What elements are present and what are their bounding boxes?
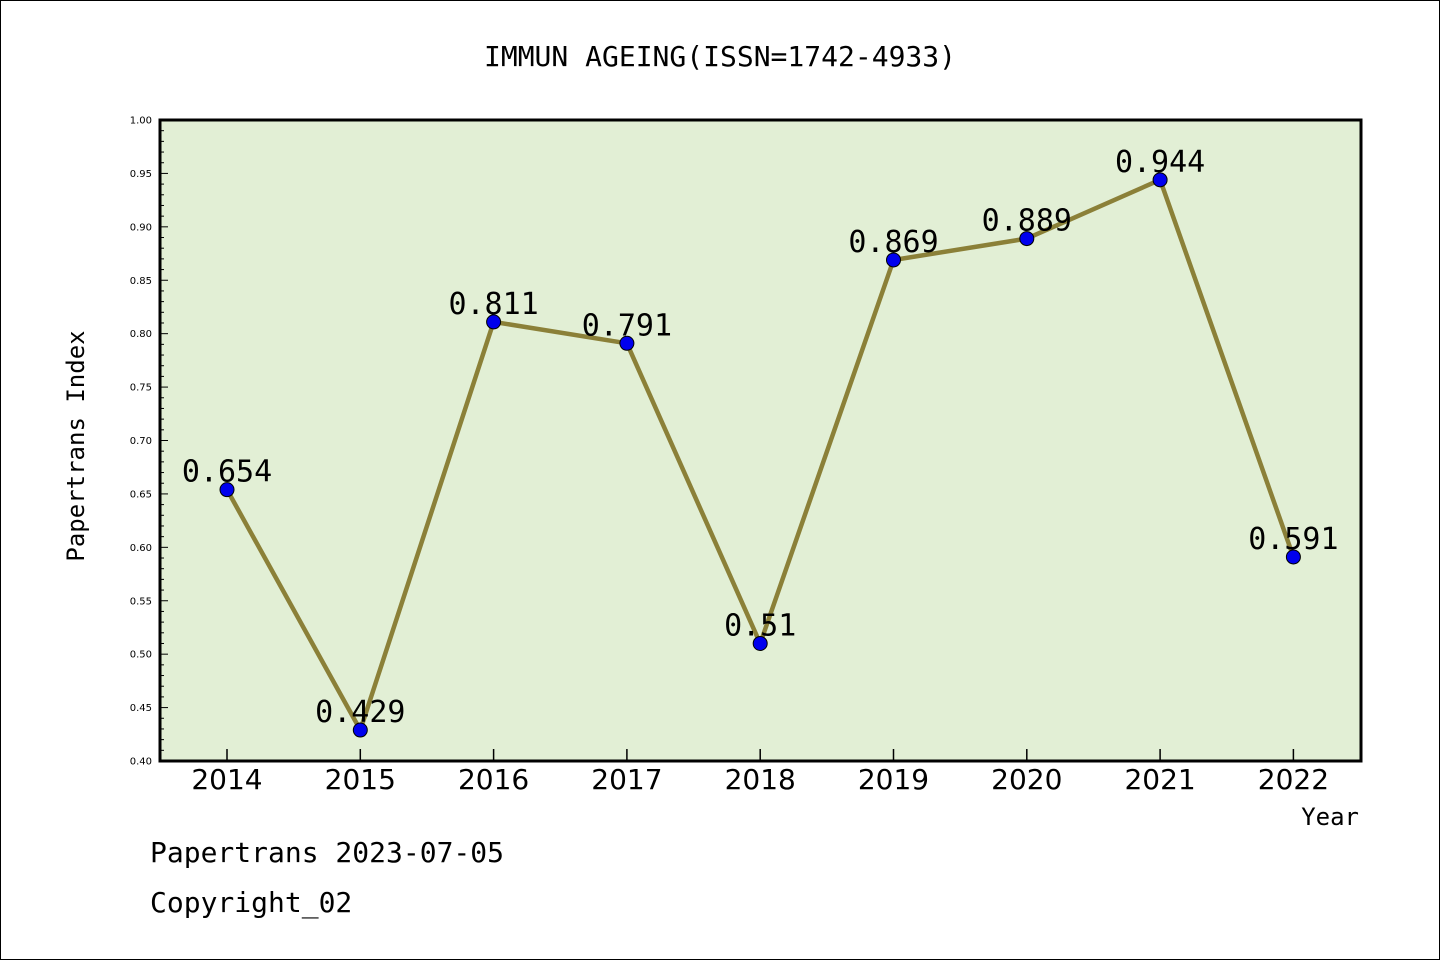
data-label: 0.791	[582, 308, 672, 343]
y-tick-label: 0.45	[130, 703, 152, 714]
data-point-marker	[486, 314, 502, 330]
x-tick-label: 2015	[325, 763, 396, 796]
x-tick-label: 2017	[591, 763, 662, 796]
data-point-marker	[1285, 549, 1301, 565]
data-label: 0.654	[182, 455, 272, 490]
x-axis-title: Year	[1301, 803, 1359, 831]
x-tick-label: 2019	[858, 763, 929, 796]
data-point-marker	[1019, 231, 1035, 247]
footer-copyright-text: Copyright_02	[150, 886, 353, 919]
y-tick-label: 0.75	[130, 383, 152, 394]
data-point-marker	[886, 252, 901, 268]
data-point-marker	[352, 722, 368, 738]
x-axis: 2014 2015 2016 2017 2018 2019 2020 2021 2022	[191, 749, 1329, 796]
y-tick-label: 0.40	[130, 757, 152, 768]
y-tick-label: 0.80	[130, 329, 152, 340]
data-label-layer: 0.654 0.429 0.811 0.791 0.51 0.869 0.889 0.944 0…	[182, 145, 1339, 730]
y-tick-label: 0.50	[130, 650, 152, 661]
x-tick-label: 2014	[191, 763, 262, 796]
y-tick-label: 0.70	[130, 436, 152, 447]
data-label: 0.944	[1115, 145, 1205, 180]
y-tick-label: 0.90	[130, 222, 152, 233]
data-label: 0.889	[982, 204, 1072, 239]
data-point-marker	[752, 635, 768, 651]
x-tick-label: 2020	[991, 763, 1062, 796]
data-label: 0.51	[724, 608, 796, 643]
y-axis-title: Papertrans Index	[62, 330, 90, 561]
x-tick-label: 2021	[1124, 763, 1195, 796]
data-label: 0.811	[448, 287, 538, 322]
data-label: 0.429	[315, 695, 405, 730]
chart-title: IMMUN AGEING(ISSN=1742-4933)	[484, 40, 956, 73]
x-tick-label: 2022	[1258, 763, 1329, 796]
data-point-marker	[619, 335, 635, 351]
plot-border	[158, 118, 1363, 763]
series-layer	[219, 172, 1301, 738]
x-tick-label: 2016	[458, 763, 529, 796]
y-tick-label: 1.00	[130, 116, 152, 127]
data-point-marker	[1152, 172, 1168, 188]
footer-date-text: Papertrans 2023-07-05	[150, 836, 505, 869]
data-label: 0.869	[848, 225, 938, 260]
y-tick-label: 0.85	[130, 276, 152, 287]
data-point-marker	[219, 482, 235, 498]
y-tick-label: 0.65	[130, 489, 152, 500]
y-tick-label: 0.55	[130, 596, 152, 607]
x-tick-label: 2018	[725, 763, 796, 796]
y-tick-label: 0.60	[130, 543, 152, 554]
y-tick-label: 0.95	[130, 169, 152, 180]
data-label: 0.591	[1248, 522, 1338, 557]
plot-area	[160, 120, 1361, 761]
